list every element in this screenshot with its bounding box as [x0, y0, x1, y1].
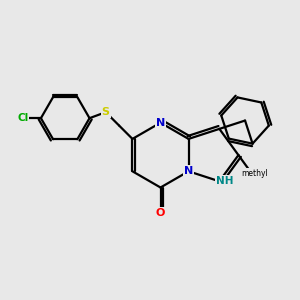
Text: N: N: [184, 166, 193, 176]
Text: S: S: [102, 107, 110, 117]
Text: O: O: [156, 208, 165, 218]
Text: methyl: methyl: [241, 169, 268, 178]
Text: NH: NH: [216, 176, 233, 186]
Text: Cl: Cl: [17, 113, 28, 123]
Text: N: N: [156, 118, 165, 128]
